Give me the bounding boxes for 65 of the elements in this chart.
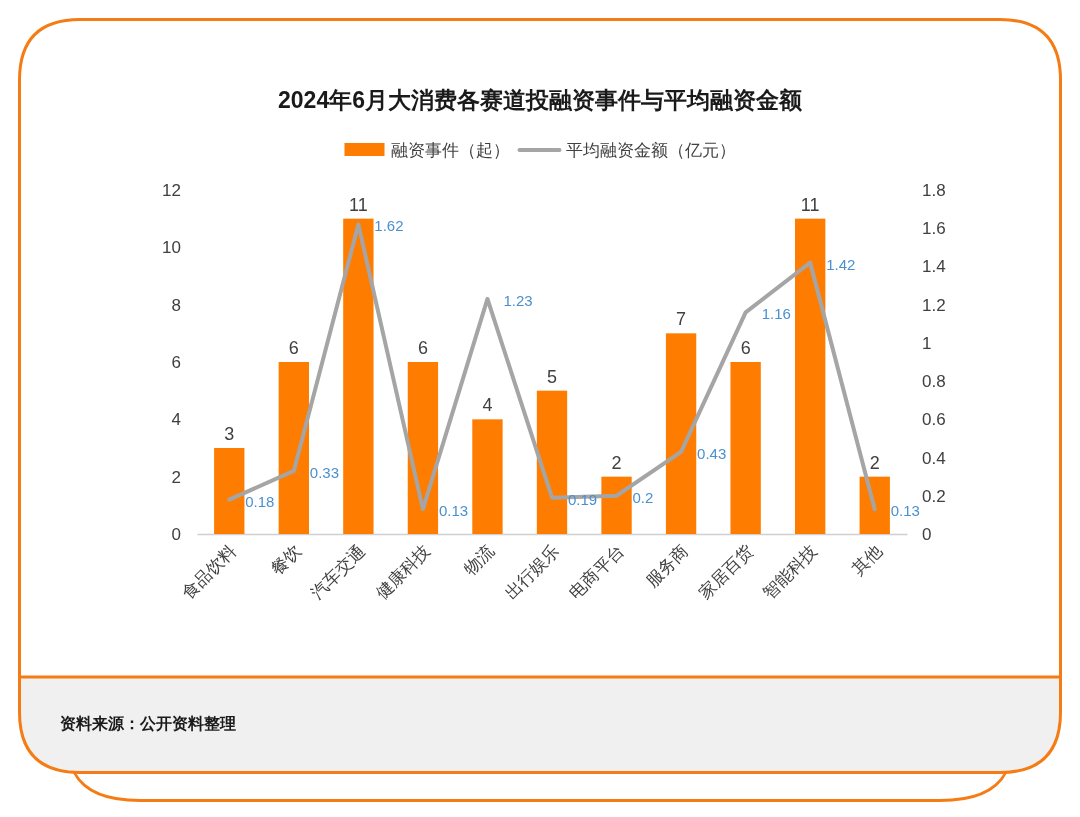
x-tick-label: 食品饮料	[178, 541, 241, 603]
x-tick-label: 出行娱乐	[501, 541, 563, 603]
bar	[859, 476, 890, 534]
data-label: 7	[676, 309, 687, 330]
data-label: 6	[417, 338, 428, 358]
bar	[472, 419, 503, 534]
y2-tick-label: 0.8	[922, 372, 946, 392]
y-tick-label: 8	[171, 295, 181, 315]
data-label: 0.43	[697, 444, 727, 462]
data-label: 1.23	[503, 291, 533, 309]
y-tick-label: 12	[162, 180, 181, 200]
x-tick-label: 其他	[848, 541, 886, 579]
bar	[795, 218, 826, 534]
chart-title: 2024年6月大消费各赛道投融资事件与平均融资金额	[278, 87, 803, 113]
bar	[407, 362, 439, 534]
y-tick-label: 4	[171, 410, 181, 430]
y2-tick-label: 1.2	[922, 295, 946, 315]
bar	[665, 333, 697, 534]
y-tick-label: 6	[171, 352, 181, 372]
y2-tick-label: 0.6	[922, 410, 946, 430]
legend-label: 平均融资金额（亿元）	[565, 141, 736, 160]
bar	[343, 218, 374, 534]
y-tick-label: 2	[171, 467, 181, 487]
data-label: 0.19	[568, 490, 598, 508]
data-label: 6	[288, 338, 299, 358]
bar	[601, 476, 632, 534]
legend-label: 融资事件（起）	[390, 141, 510, 160]
x-tick-label: 餐饮	[267, 541, 305, 579]
bar	[214, 448, 245, 534]
y2-tick-label: 0.2	[922, 486, 946, 506]
data-label: 0.33	[309, 463, 340, 481]
x-tick-label: 健康科技	[372, 541, 434, 603]
x-tick-label: 家居百货	[694, 541, 757, 603]
y-tick-label: 0	[171, 524, 181, 544]
y2-tick-label: 1.8	[922, 180, 946, 200]
y2-tick-label: 0.4	[922, 448, 946, 468]
x-tick-label: 物流	[460, 541, 499, 579]
y-tick-label: 10	[162, 238, 181, 258]
x-tick-label: 服务商	[642, 541, 692, 591]
y2-tick-label: 1	[922, 333, 932, 353]
data-label: 11	[349, 194, 368, 215]
data-label: 1.62	[374, 217, 404, 235]
data-label: 1.16	[761, 305, 791, 323]
data-label: 2	[869, 452, 880, 473]
text: 资料来源：公开资料整理	[60, 715, 236, 732]
bar	[730, 362, 761, 534]
data-label: 6	[740, 338, 751, 358]
data-label: 0.2	[632, 488, 654, 506]
data-label: 0.13	[438, 502, 469, 520]
data-label: 0.13	[890, 502, 920, 520]
y2-tick-label: 1.4	[922, 257, 946, 277]
bar	[536, 390, 568, 534]
data-label: 5	[546, 366, 558, 387]
data-label: 2	[611, 452, 622, 473]
x-tick-label: 汽车交通	[307, 541, 370, 603]
data-label: 3	[224, 424, 235, 444]
data-label: 0.18	[245, 492, 275, 510]
y2-tick-label: 0	[922, 524, 932, 544]
x-tick-label: 电商平台	[565, 541, 628, 603]
data-label: 1.42	[826, 255, 856, 273]
x-tick-label: 智能科技	[759, 541, 822, 603]
bar	[278, 362, 309, 534]
data-label: 11	[800, 194, 820, 215]
y2-tick-label: 1.6	[922, 219, 946, 239]
data-label: 4	[482, 395, 493, 416]
